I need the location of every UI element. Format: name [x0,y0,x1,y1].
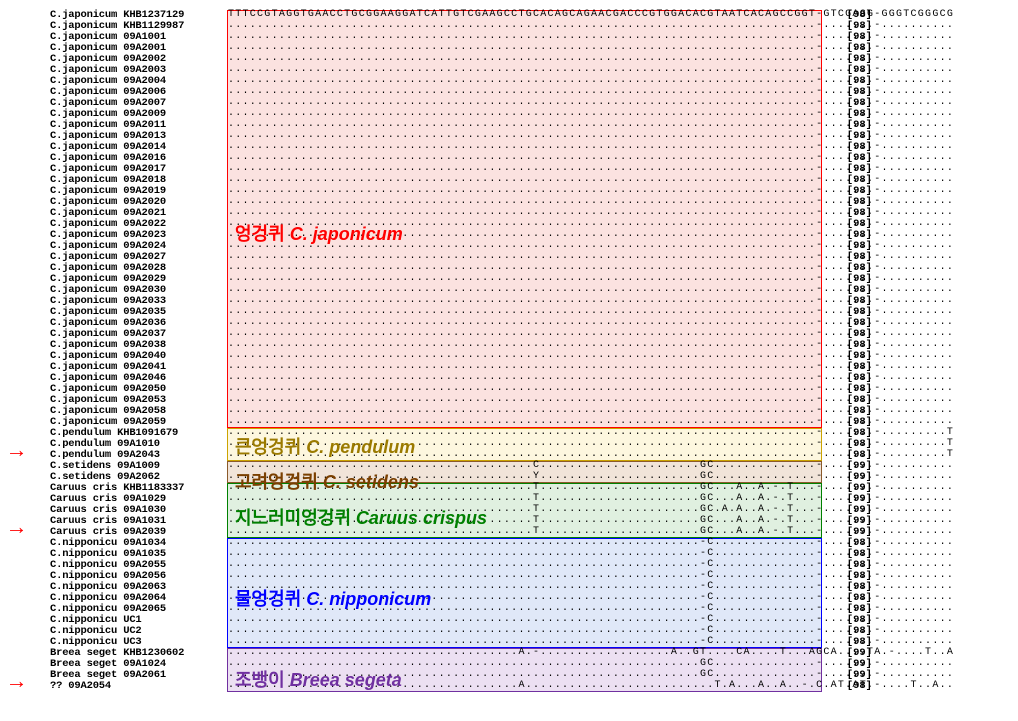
row-sequence: ........................................… [228,329,821,340]
group-name-scientific: C. pendulum [301,437,415,457]
row-sequence: ........................................… [228,318,821,329]
row-sequence: ........................................… [228,252,821,263]
group-name-korean: 고려엉겅퀴 [235,472,318,492]
row-sequence: ........................................… [228,285,821,296]
row-sequence: ........................................… [228,648,821,659]
group-name-korean: 지느러미엉겅퀴 [235,508,351,528]
row-sequence: ........................................… [228,54,821,65]
row-sequence: ........................................… [228,43,821,54]
row-sequence: ........................................… [228,527,821,538]
group-label: 조뱅이 Breea segeta [235,671,402,690]
row-sequence: ........................................… [228,186,821,197]
group-label: 물엉겅퀴 C. nipponicum [235,590,431,609]
group-name-korean: 큰엉겅퀴 [235,437,301,457]
row-sequence: ........................................… [228,571,821,582]
row-sequence: ........................................… [228,153,821,164]
group-name-korean: 조뱅이 [235,670,285,690]
row-sequence: ........................................… [228,362,821,373]
row-sequence: ........................................… [228,637,821,648]
row-sequence: ........................................… [228,395,821,406]
row-sequence: ........................................… [228,626,821,637]
group-label: 큰엉겅퀴 C. pendulum [235,438,415,457]
row-sequence: ........................................… [228,494,821,505]
group-name-korean: 물엉겅퀴 [235,589,301,609]
alignment-row: →?? 09A2054.............................… [10,681,1010,692]
row-sequence: ........................................… [228,109,821,120]
arrow-column: → [10,681,50,692]
alignment-container: C.japonicum KHB1237129TTTCCGTAGGTGAACCTG… [10,10,1010,692]
row-sequence: ........................................… [228,175,821,186]
arrow-column: → [10,527,50,538]
arrow-column: → [10,450,50,461]
row-sequence: ........................................… [228,461,821,472]
row-sequence: ........................................… [228,65,821,76]
group-name-scientific: C. nipponicum [301,589,431,609]
row-label: ?? 09A2054 [50,681,228,692]
row-sequence: ........................................… [228,208,821,219]
row-sequence: ........................................… [228,164,821,175]
row-sequence: ........................................… [228,307,821,318]
row-sequence: ........................................… [228,120,821,131]
row-sequence: ........................................… [228,659,821,670]
group-name-scientific: Caruus crispus [351,508,487,528]
row-sequence: ........................................… [228,538,821,549]
row-sequence: ........................................… [228,549,821,560]
row-sequence: ........................................… [228,263,821,274]
row-sequence: ........................................… [228,417,821,428]
row-sequence: ........................................… [228,615,821,626]
row-sequence: ........................................… [228,131,821,142]
row-sequence: ........................................… [228,21,821,32]
row-sequence: ........................................… [228,98,821,109]
row-sequence: ........................................… [228,351,821,362]
group-label: 지느러미엉겅퀴 Caruus crispus [235,509,487,528]
group-name-scientific: C. japonicum [285,224,403,244]
row-sequence: ........................................… [228,87,821,98]
row-sequence: ........................................… [228,406,821,417]
row-sequence: ........................................… [228,32,821,43]
group-name-scientific: C. setidens [318,472,419,492]
row-sequence: ........................................… [228,560,821,571]
group-label: 엉겅퀴 C. japonicum [235,225,403,244]
row-sequence: ........................................… [228,142,821,153]
row-sequence: ........................................… [228,197,821,208]
arrow-icon: → [10,670,23,695]
group-name-korean: 엉겅퀴 [235,224,285,244]
row-sequence: ........................................… [228,373,821,384]
row-sequence: ........................................… [228,274,821,285]
row-sequence: ........................................… [228,296,821,307]
row-sequence: ........................................… [228,340,821,351]
group-name-scientific: Breea segeta [285,670,402,690]
group-label: 고려엉겅퀴 C. setidens [235,473,419,492]
row-sequence: TTTCCGTAGGTGAACCTGCGGAAGGATCATTGTCGAAGCC… [228,10,821,21]
row-sequence: ........................................… [228,76,821,87]
row-sequence: ........................................… [228,384,821,395]
